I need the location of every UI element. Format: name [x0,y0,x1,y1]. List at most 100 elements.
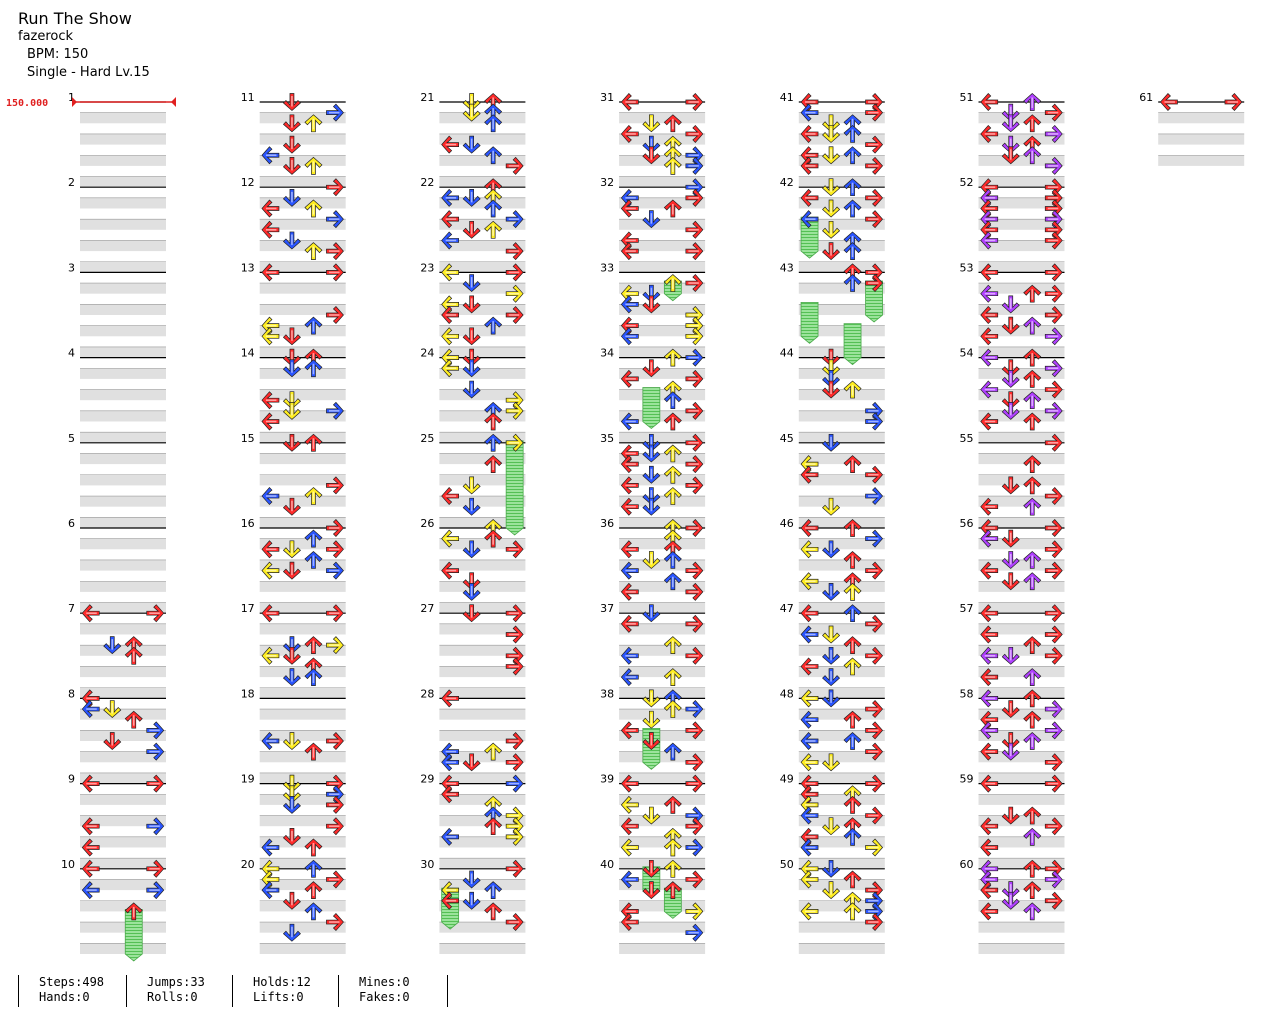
arrow-note-icon [304,242,323,260]
arrow-note-icon [663,114,682,133]
beat-band [619,687,706,699]
arrow-note-icon [800,103,819,122]
beat-band [259,325,346,337]
arrow-note-icon [980,646,999,665]
arrow-highlight [1047,569,1059,572]
bpm-marker: 150.000 [6,97,176,109]
arrow-highlight [1227,101,1238,103]
arrow-note-icon [980,188,999,207]
arrow-highlight [86,612,97,614]
arrow-note-icon [1001,646,1020,665]
arrow-note-icon [282,157,301,175]
arrow-highlight [265,548,277,551]
arrow-note-icon [282,497,301,516]
arrow-highlight [984,388,996,391]
stat-steps: Steps:498 [39,975,105,989]
beat-band [978,772,1065,784]
arrow-highlight [492,204,494,215]
beat-band [80,261,166,273]
measure-8: 8 [68,687,166,784]
arrow-highlight [984,101,996,103]
arrow-note-icon [326,518,344,538]
beat-band [80,496,166,507]
arrow-note-icon [484,455,503,473]
arrow-note-icon [505,210,524,229]
beat-band [798,581,885,592]
beat-band [1158,155,1245,166]
beat-band [619,517,706,528]
arrow-note-icon [441,327,459,346]
arrow-note-icon [800,465,819,484]
beat-band [619,304,706,315]
arrow-highlight [86,708,97,710]
measure-2: 2 [68,176,166,273]
arrow-note-icon [282,891,301,910]
arrow-highlight [291,117,293,128]
beat-band [798,858,885,869]
arrow-note-icon [282,923,301,942]
arrow-note-icon [1044,753,1063,772]
arrow-highlight [688,527,699,529]
arrow-highlight [1047,197,1059,199]
arrow-note-icon [1001,316,1020,335]
beat-band [798,730,885,741]
arrow-note-icon [642,135,661,154]
arrow-note-icon [1044,518,1063,538]
beat-band [439,922,526,933]
arrow-highlight [1031,97,1034,108]
arrow-note-icon [462,327,481,346]
arrow-note-icon [282,189,301,207]
arrow-highlight [868,282,879,284]
arrow-note-icon [1001,370,1020,388]
arrow-highlight [650,862,653,874]
arrow-highlight [312,321,315,332]
arrow-note-icon [620,870,639,889]
arrow-highlight [650,692,653,703]
arrow-highlight [1047,782,1059,785]
arrow-note-icon [620,902,639,921]
arrow-note-icon [620,199,639,218]
arrow-note-icon [261,391,280,410]
arrow-note-icon [800,657,819,676]
arrow-highlight [805,548,816,551]
stat-rolls: Rolls:0 [147,990,198,1004]
arrow-highlight [445,197,457,199]
stats-col-jumps: Jumps:33 Rolls:0 [126,975,232,1007]
beat-band [259,197,346,209]
beat-band [619,197,706,209]
beat-band [798,559,885,571]
arrow-highlight [1031,576,1034,588]
arrow-highlight [672,278,674,290]
arrow-highlight [1047,239,1059,242]
arrow-highlight [851,385,854,396]
arrow-highlight [688,569,699,572]
arrow-note-icon [1023,412,1042,431]
arrow-note-icon [620,242,639,261]
beat-band [978,815,1065,827]
measure-19: 19 [241,773,346,869]
arrow-note-icon [304,487,323,505]
beat-band [439,474,526,486]
arrow-highlight [265,154,277,157]
arrow-highlight [312,118,315,130]
arrow-note-icon [685,455,704,474]
beat-band [798,474,885,486]
arrow-note-icon [843,795,862,814]
arrow-note-icon [865,774,884,793]
arrow-highlight [868,111,879,114]
arrow-highlight [830,628,832,639]
beat-band [619,219,706,230]
arrow-highlight [688,878,699,881]
arrow-highlight [805,868,816,870]
measure-number: 28 [420,687,434,700]
arrow-note-icon [282,231,301,250]
arrow-note-icon [261,263,280,282]
beat-band [798,687,885,699]
arrow-note-icon [685,806,704,825]
arrow-note-icon [822,646,841,665]
beat-band [619,772,706,784]
arrow-highlight [1047,292,1059,295]
arrow-highlight [1047,111,1059,114]
measure-44: 44 [780,347,885,443]
beat-band [439,176,526,188]
